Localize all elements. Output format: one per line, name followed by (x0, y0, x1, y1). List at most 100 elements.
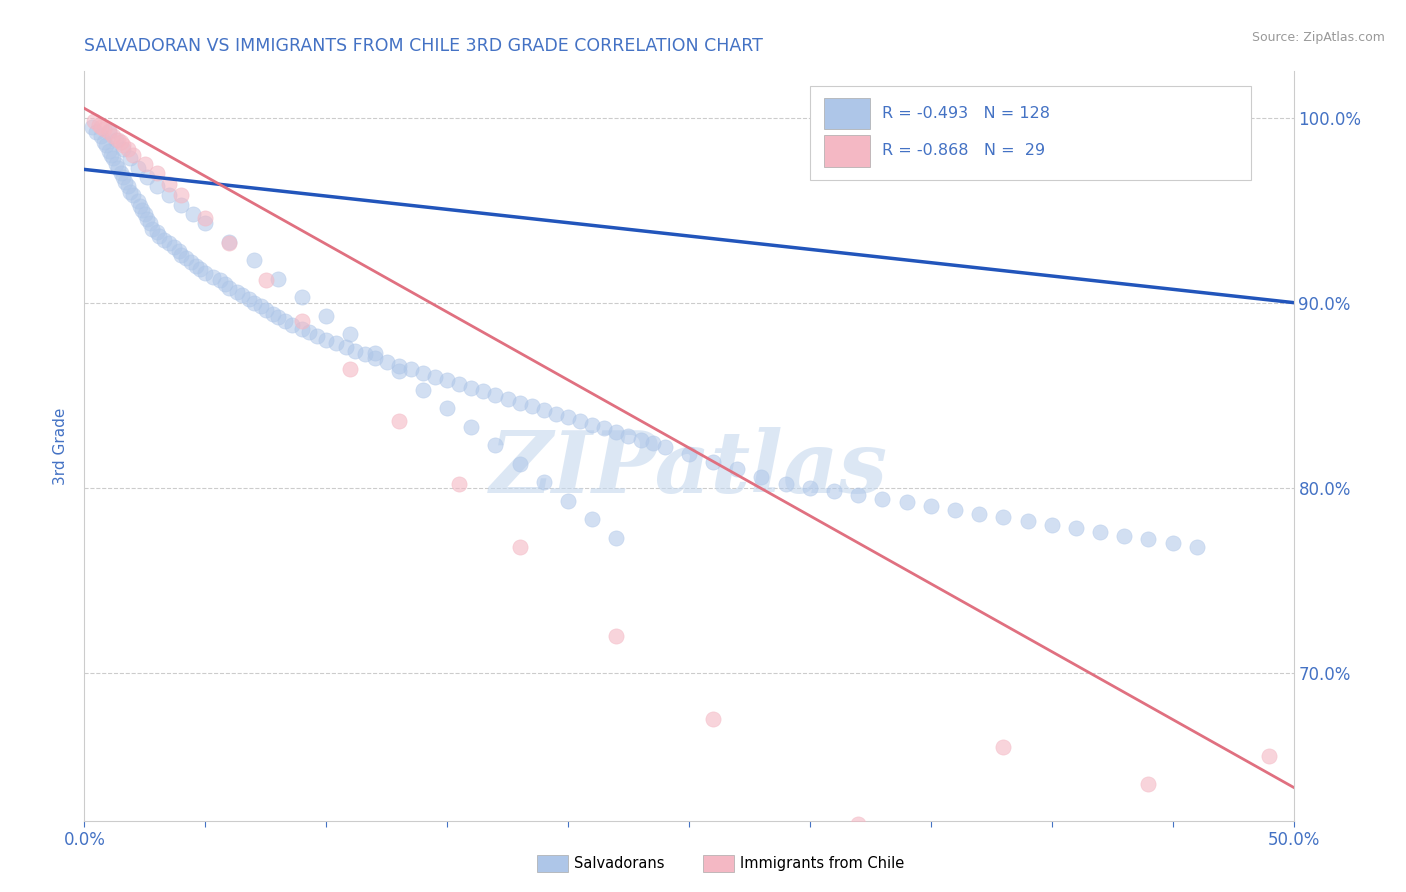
FancyBboxPatch shape (810, 87, 1251, 180)
Point (136, 169, 159, 184)
Point (97, 125, 120, 139)
Point (363, 345, 385, 359)
Point (509, 457, 531, 471)
Point (449, 477, 471, 491)
Point (520, 399, 543, 413)
Point (231, 288, 253, 302)
Point (920, 499, 942, 513)
Point (238, 292, 260, 306)
Point (388, 359, 411, 373)
Point (181, 207, 204, 221)
Point (117, 179, 139, 194)
Point (305, 329, 328, 343)
Point (399, 362, 422, 376)
Point (472, 384, 495, 399)
Point (339, 327, 361, 342)
Point (218, 281, 240, 295)
Point (201, 269, 224, 284)
Point (823, 484, 845, 499)
Point (112, 142, 135, 156)
Point (148, 229, 170, 244)
Point (544, 407, 567, 421)
Point (218, 235, 240, 249)
Point (617, 429, 640, 443)
Point (725, 462, 748, 476)
Point (194, 211, 217, 225)
Point (153, 233, 176, 247)
Point (214, 277, 236, 292)
Point (94, 138, 117, 153)
Point (242, 295, 264, 310)
Text: Source: ZipAtlas.com: Source: ZipAtlas.com (1251, 31, 1385, 45)
Point (1064, 521, 1087, 535)
Point (375, 355, 398, 369)
Point (1185, 540, 1208, 554)
Point (702, 712, 724, 726)
Point (1137, 777, 1160, 791)
Point (167, 244, 190, 258)
Point (967, 507, 990, 521)
Point (107, 161, 129, 175)
Point (281, 318, 304, 332)
Point (170, 188, 193, 202)
Point (298, 325, 321, 339)
Point (103, 151, 125, 165)
Point (363, 351, 385, 365)
Point (97, 144, 120, 158)
Point (291, 290, 314, 304)
Point (138, 216, 160, 230)
Y-axis label: 3rd Grade: 3rd Grade (53, 408, 69, 484)
Point (943, 503, 966, 517)
Point (267, 310, 290, 325)
Point (90, 129, 112, 144)
Point (117, 142, 139, 156)
Point (993, 510, 1015, 524)
Point (146, 166, 169, 180)
Point (335, 340, 357, 354)
Point (80, 120, 103, 134)
Point (170, 197, 193, 211)
Point (127, 161, 149, 175)
Point (1114, 529, 1136, 543)
Point (190, 262, 212, 277)
Point (174, 251, 197, 265)
Point (104, 157, 127, 171)
Point (993, 739, 1015, 754)
Point (180, 255, 202, 269)
Point (136, 212, 159, 227)
Point (388, 364, 411, 378)
Point (799, 481, 821, 495)
Point (1258, 748, 1281, 763)
Point (208, 273, 231, 287)
Point (157, 178, 180, 192)
Point (423, 369, 446, 384)
Text: Immigrants from Chile: Immigrants from Chile (740, 856, 904, 871)
Point (134, 207, 156, 221)
Point (291, 314, 314, 328)
Point (291, 321, 314, 335)
Point (484, 388, 506, 402)
Point (460, 419, 482, 434)
Point (315, 333, 337, 347)
Point (436, 373, 458, 387)
Point (751, 469, 773, 483)
Point (254, 273, 277, 287)
Point (163, 240, 186, 254)
Point (605, 425, 627, 439)
Point (120, 151, 142, 165)
Point (533, 475, 555, 489)
Point (86, 125, 108, 139)
Point (103, 129, 125, 144)
Point (104, 133, 127, 147)
Point (107, 133, 129, 147)
Point (593, 421, 616, 435)
Point (557, 410, 579, 425)
Point (581, 512, 603, 526)
Point (97, 123, 120, 137)
Point (630, 433, 652, 447)
Bar (824, 135, 870, 167)
Point (225, 285, 247, 299)
Text: ZIPatlas: ZIPatlas (489, 426, 889, 510)
Point (325, 336, 347, 351)
Point (436, 401, 458, 415)
